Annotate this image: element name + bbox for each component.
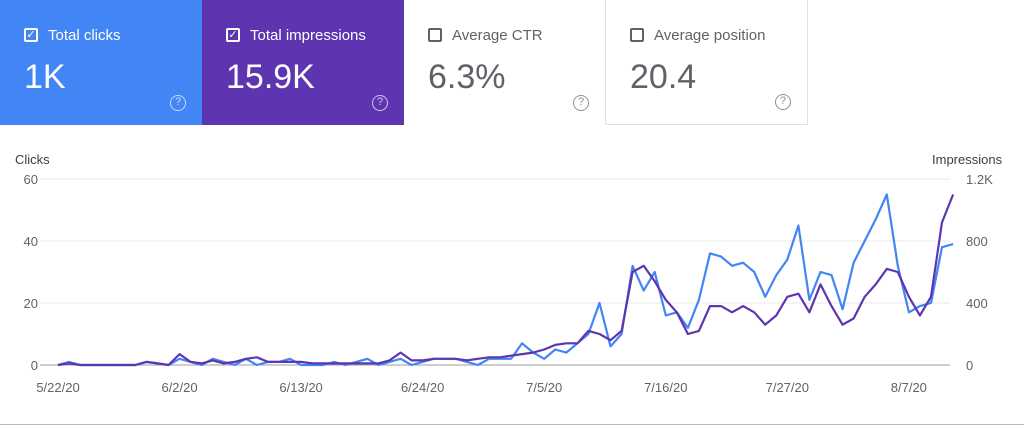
checkbox-checked-icon[interactable]: ✓ — [24, 28, 38, 42]
help-icon[interactable]: ? — [372, 95, 388, 111]
metric-cards: ✓ Total clicks 1K ? ✓ Total impressions … — [0, 0, 808, 125]
card-total-clicks[interactable]: ✓ Total clicks 1K ? — [0, 0, 202, 125]
left-tick-label: 40 — [24, 234, 38, 249]
right-axis-title: Impressions — [932, 152, 1003, 167]
card-label: Average CTR — [452, 27, 543, 44]
checkbox-unchecked-icon[interactable] — [630, 28, 644, 42]
x-tick-label: 7/16/20 — [644, 380, 687, 395]
right-tick-label: 800 — [966, 234, 988, 249]
card-value: 6.3% — [428, 58, 506, 96]
x-tick-label: 7/27/20 — [766, 380, 809, 395]
checkbox-checked-icon[interactable]: ✓ — [226, 28, 240, 42]
help-icon[interactable]: ? — [573, 95, 589, 111]
card-label: Total clicks — [48, 27, 121, 44]
checkbox-unchecked-icon[interactable] — [428, 28, 442, 42]
help-icon[interactable]: ? — [775, 94, 791, 110]
card-label: Total impressions — [250, 27, 366, 44]
left-tick-label: 0 — [31, 358, 38, 373]
card-value: 15.9K — [226, 58, 315, 96]
x-tick-label: 5/22/20 — [36, 380, 79, 395]
x-tick-label: 6/2/20 — [161, 380, 197, 395]
x-tick-label: 7/5/20 — [526, 380, 562, 395]
right-tick-label: 0 — [966, 358, 973, 373]
card-label: Average position — [654, 27, 766, 44]
divider — [0, 424, 1024, 425]
series-line-clicks — [57, 193, 954, 367]
card-value: 20.4 — [630, 58, 697, 96]
left-axis-title: Clicks — [15, 152, 50, 167]
x-tick-label: 8/7/20 — [891, 380, 927, 395]
series-line-impressions — [57, 194, 955, 367]
x-tick-label: 6/13/20 — [279, 380, 322, 395]
right-tick-label: 1.2K — [966, 172, 993, 187]
card-total-impressions[interactable]: ✓ Total impressions 15.9K ? — [202, 0, 404, 125]
x-tick-label: 6/24/20 — [401, 380, 444, 395]
left-tick-label: 20 — [24, 296, 38, 311]
left-tick-label: 60 — [24, 172, 38, 187]
card-average-position[interactable]: Average position 20.4 ? — [606, 0, 808, 125]
card-average-ctr[interactable]: Average CTR 6.3% ? — [404, 0, 606, 125]
right-tick-label: 400 — [966, 296, 988, 311]
card-value: 1K — [24, 58, 66, 96]
help-icon[interactable]: ? — [170, 95, 186, 111]
